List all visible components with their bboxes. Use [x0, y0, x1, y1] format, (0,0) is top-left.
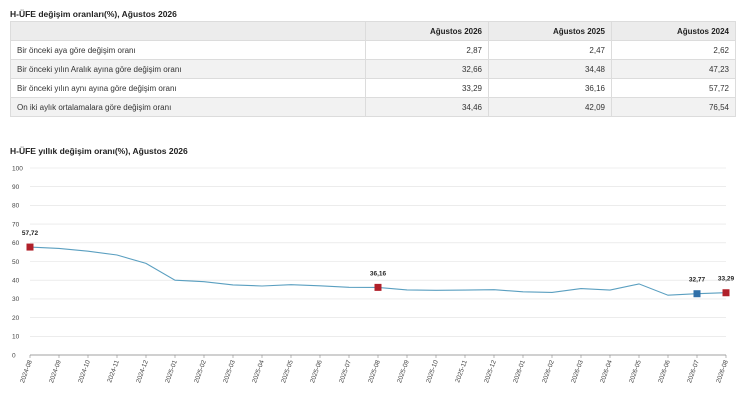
table-title: H-ÜFE değişim oranları(%), Ağustos 2026 [10, 9, 177, 19]
data-point-marker [722, 289, 730, 297]
y-tick-label: 50 [12, 259, 20, 266]
table-cell: 76,54 [611, 97, 736, 117]
x-tick-label: 2024-10 [77, 359, 92, 384]
y-tick-label: 10 [12, 334, 20, 341]
data-point-marker [693, 290, 701, 298]
x-tick-label: 2025-01 [164, 359, 179, 384]
x-tick-label: 2024-12 [135, 359, 150, 384]
x-tick-label: 2026-06 [657, 359, 672, 384]
row-label: Bir önceki yılın Aralık ayına göre değiş… [10, 59, 366, 79]
x-tick-label: 2025-03 [222, 359, 237, 384]
x-tick-label: 2024-09 [48, 359, 63, 384]
y-tick-label: 20 [12, 315, 20, 322]
change-rates-table: Ağustos 2026 Ağustos 2025 Ağustos 2024 B… [10, 21, 736, 117]
data-point-marker [374, 283, 382, 291]
table-row: Bir önceki yılın Aralık ayına göre değiş… [10, 59, 736, 79]
x-tick-label: 2026-07 [686, 359, 701, 384]
data-point-marker [26, 243, 34, 251]
y-tick-label: 30 [12, 296, 20, 303]
y-tick-label: 40 [12, 278, 20, 285]
x-tick-label: 2026-08 [715, 359, 730, 384]
x-tick-label: 2026-04 [599, 359, 614, 384]
x-tick-label: 2025-09 [396, 359, 411, 384]
x-tick-label: 2025-07 [338, 359, 353, 384]
row-label: On iki aylık ortalamalara göre değişim o… [10, 97, 366, 117]
x-tick-label: 2026-02 [541, 359, 556, 384]
y-tick-label: 0 [12, 352, 16, 359]
x-tick-label: 2026-03 [570, 359, 585, 384]
x-tick-label: 2025-11 [454, 359, 469, 384]
x-tick-label: 2024-11 [106, 359, 121, 384]
x-tick-label: 2026-01 [512, 359, 527, 384]
x-tick-label: 2025-12 [483, 359, 498, 384]
table-row: Bir önceki yılın aynı ayına göre değişim… [10, 78, 736, 98]
table-cell: 47,23 [611, 59, 736, 79]
table-cell: 42,09 [488, 97, 612, 117]
x-tick-label: 2025-06 [309, 359, 324, 384]
x-tick-label: 2025-10 [425, 359, 440, 384]
data-label: 36,16 [370, 270, 387, 277]
x-tick-label: 2025-02 [193, 359, 208, 384]
table-header-cell: Ağustos 2026 [365, 21, 489, 41]
table-row: Bir önceki aya göre değişim oranı 2,87 2… [10, 40, 736, 60]
table-row: On iki aylık ortalamalara göre değişim o… [10, 97, 736, 117]
data-label: 33,29 [718, 276, 735, 283]
chart-title: H-ÜFE yıllık değişim oranı(%), Ağustos 2… [10, 146, 188, 156]
x-tick-label: 2025-04 [251, 359, 266, 384]
y-tick-label: 70 [12, 221, 20, 228]
data-label: 57,72 [22, 230, 39, 237]
y-tick-label: 60 [12, 240, 20, 247]
table-cell: 34,46 [365, 97, 489, 117]
table-header-cell [10, 21, 366, 41]
y-tick-label: 80 [12, 203, 20, 210]
data-label: 32,77 [689, 277, 706, 284]
y-tick-label: 90 [12, 184, 20, 191]
x-tick-label: 2025-05 [280, 359, 295, 384]
y-tick-label: 100 [12, 165, 23, 172]
x-tick-label: 2024-08 [19, 359, 34, 384]
x-tick-label: 2025-08 [367, 359, 382, 384]
x-tick-label: 2026-05 [628, 359, 643, 384]
